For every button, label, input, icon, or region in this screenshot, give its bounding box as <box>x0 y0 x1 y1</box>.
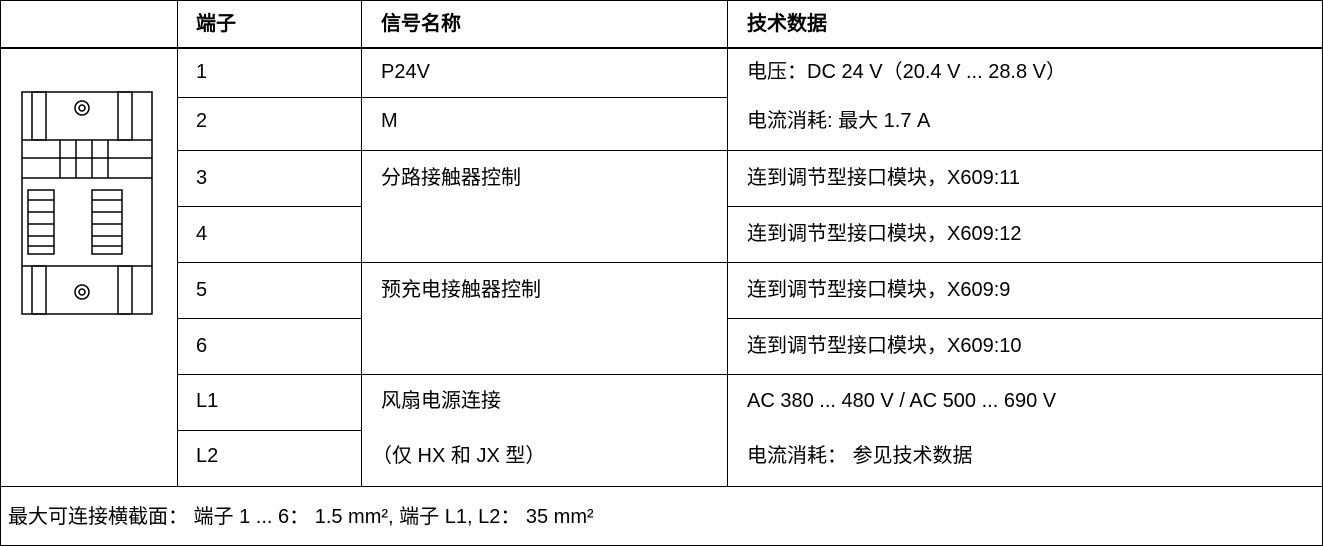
border <box>361 0 362 487</box>
cell-text: 连到调节型接口模块，X609:9 <box>747 279 1011 301</box>
cell-text: 分路接触器控制 <box>381 167 521 189</box>
border <box>0 0 1323 1</box>
cell-text: （仅 HX 和 JX 型） <box>372 445 546 467</box>
column-header: 信号名称 <box>381 13 461 35</box>
cell-text: 电流消耗： 参见技术数据 <box>747 445 973 467</box>
border <box>177 206 361 207</box>
cell-text: 3 <box>196 167 208 189</box>
border <box>177 97 361 98</box>
cell-text: 6 <box>196 335 208 357</box>
border <box>0 486 1323 487</box>
border <box>727 150 1322 151</box>
border <box>361 97 727 98</box>
border <box>177 374 361 375</box>
border <box>361 150 727 151</box>
border <box>177 0 178 487</box>
cell-text: 4 <box>196 223 208 245</box>
cell-text: 1 <box>196 61 208 83</box>
cell-text: 5 <box>196 279 208 301</box>
cell-text: 连到调节型接口模块，X609:11 <box>747 167 1021 189</box>
cell-text: L1 <box>196 390 219 412</box>
cell-text: 2 <box>196 110 208 132</box>
border <box>727 318 1322 319</box>
cell-text: P24V <box>381 61 430 83</box>
border <box>177 150 361 151</box>
column-header: 技术数据 <box>747 13 827 35</box>
cell-text: 连到调节型接口模块，X609:10 <box>747 335 1022 357</box>
cell-text: 预充电接触器控制 <box>381 279 541 301</box>
cell-text: L2 <box>196 445 219 467</box>
border <box>0 0 1 546</box>
border <box>727 206 1322 207</box>
border <box>727 0 728 487</box>
cell-text: 连到调节型接口模块，X609:12 <box>747 223 1022 245</box>
border <box>727 374 1322 375</box>
cell-text: AC 380 ... 480 V / AC 500 ... 690 V <box>747 390 1057 412</box>
connector-drawing <box>21 91 153 315</box>
border <box>177 262 361 263</box>
border <box>361 262 727 263</box>
cell-text: 电压：DC 24 V（20.4 V ... 28.8 V） <box>747 61 1067 83</box>
cell-text: M <box>381 110 398 132</box>
border <box>177 318 361 319</box>
border <box>361 374 727 375</box>
column-header: 端子 <box>196 13 236 35</box>
cell-text: 电流消耗: 最大 1.7 A <box>747 110 931 132</box>
cell-text: 风扇电源连接 <box>381 390 501 412</box>
border <box>177 430 361 431</box>
border <box>0 47 1323 49</box>
cell-text: 最大可连接横截面： 端子 1 ... 6： 1.5 mm², 端子 L1, L2… <box>8 506 594 528</box>
border <box>727 262 1322 263</box>
